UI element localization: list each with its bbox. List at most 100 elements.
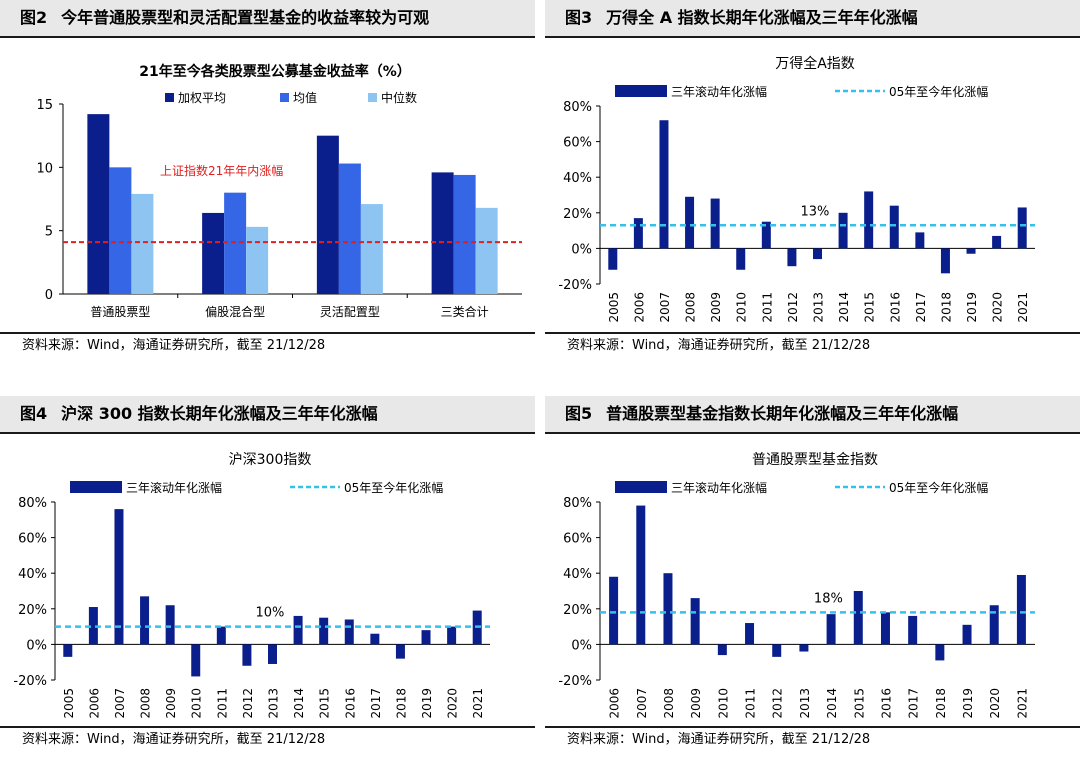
- bar: [772, 644, 782, 657]
- legend-swatch: [615, 481, 667, 493]
- panel-title: 图4 沪深 300 指数长期年化涨幅及三年年化涨幅: [0, 396, 535, 434]
- x-tick-label: 2006: [87, 688, 101, 719]
- bar: [293, 615, 303, 645]
- x-tick-label: 2010: [190, 688, 204, 719]
- bar: [608, 248, 618, 270]
- bar: [880, 612, 890, 645]
- y-tick-label: 80%: [563, 496, 592, 511]
- x-tick-label: 2011: [215, 688, 229, 719]
- bar: [609, 576, 619, 645]
- reference-line-label: 上证指数21年年内涨幅: [160, 163, 283, 178]
- x-tick-label: 2008: [684, 292, 698, 323]
- y-tick-label: 80%: [18, 496, 47, 511]
- chart-title: 普通股票型基金指数: [752, 451, 878, 468]
- x-tick-label: 2017: [907, 688, 921, 719]
- bar: [826, 614, 836, 645]
- bar: [224, 192, 247, 294]
- x-tick-label: 2018: [939, 292, 953, 323]
- bar: [140, 596, 150, 645]
- x-tick-label: 2009: [689, 688, 703, 719]
- y-tick-label: 20%: [563, 207, 592, 222]
- legend-label: 三年滚动年化涨幅: [671, 84, 767, 99]
- bar: [966, 248, 976, 254]
- chart-title: 21年至今各类股票型公募基金收益率（%）: [139, 63, 411, 80]
- x-tick-label: 2007: [635, 688, 649, 719]
- x-tick-label: 2012: [786, 292, 800, 323]
- bar: [940, 248, 950, 274]
- y-tick-label: 40%: [563, 567, 592, 582]
- x-tick-label: 2006: [608, 688, 622, 719]
- bar: [659, 120, 669, 249]
- x-tick-label: 2010: [716, 688, 730, 719]
- x-tick-label: 2019: [961, 688, 975, 719]
- y-tick-label: 60%: [563, 136, 592, 151]
- bar: [216, 626, 226, 645]
- x-tick-label: 2021: [471, 688, 485, 719]
- x-tick-label: 2006: [632, 292, 646, 323]
- bar: [344, 619, 354, 645]
- bar: [962, 624, 972, 645]
- bar: [761, 221, 771, 249]
- chart-fund-returns: 21年至今各类股票型公募基金收益率（%） 加权平均 均值 中位数 0 5 10 15 普通股票型…: [36, 63, 522, 319]
- x-tick-label: 2020: [446, 688, 460, 719]
- legend-swatch: [280, 93, 289, 102]
- x-tick-label: 2008: [139, 688, 153, 719]
- bar: [989, 605, 999, 645]
- figure-number: 图2: [20, 8, 48, 27]
- panel-fig4: 图4 沪深 300 指数长期年化涨幅及三年年化涨幅 沪深300指数 三年滚动年化涨幅…: [0, 396, 535, 766]
- x-tick-label: 2012: [771, 688, 785, 719]
- y-tick-label: 20%: [563, 603, 592, 618]
- x-tick-label: 2020: [991, 292, 1005, 323]
- bar: [421, 630, 431, 645]
- x-tick-label: 2017: [914, 292, 928, 323]
- y-tick-label: -20%: [558, 278, 592, 293]
- bar: [165, 605, 175, 645]
- bar: [633, 218, 643, 249]
- x-tick-label: 三类合计: [441, 304, 489, 319]
- bar: [131, 193, 154, 294]
- figure-title: 今年普通股票型和灵活配置型基金的收益率较为可观: [61, 8, 430, 27]
- source-note: 资料来源：Wind，海通证券研究所，截至 21/12/28: [545, 726, 1080, 754]
- y-tick-label: 20%: [18, 603, 47, 618]
- x-tick-label: 2014: [837, 292, 851, 323]
- bar: [736, 248, 746, 270]
- bar: [453, 174, 476, 294]
- bar: [1016, 574, 1026, 645]
- bar: [992, 235, 1002, 249]
- bar: [87, 114, 110, 294]
- bar: [717, 644, 727, 656]
- source-note: 资料来源：Wind，海通证券研究所，截至 21/12/28: [545, 332, 1080, 360]
- figure-title: 万得全 A 指数长期年化涨幅及三年年化涨幅: [606, 8, 918, 27]
- bar: [745, 623, 755, 645]
- bar: [370, 633, 380, 645]
- x-tick-label: 2021: [1016, 292, 1030, 323]
- source-note: 资料来源：Wind，海通证券研究所，截至 21/12/28: [0, 726, 535, 754]
- bar: [88, 607, 98, 645]
- bar: [636, 505, 646, 645]
- bar: [908, 615, 918, 645]
- legend-label: 均值: [293, 90, 317, 105]
- bar: [338, 163, 361, 294]
- x-tick-label: 2009: [709, 292, 723, 323]
- legend-swatch: [70, 481, 122, 493]
- y-tick-label: 60%: [563, 532, 592, 547]
- bar: [690, 598, 700, 645]
- x-tick-label: 2016: [343, 688, 357, 719]
- panel-title: 图5 普通股票型基金指数长期年化涨幅及三年年化涨幅: [545, 396, 1080, 434]
- x-tick-label: 2016: [888, 292, 902, 323]
- bar: [431, 172, 454, 294]
- bar: [202, 212, 225, 294]
- panel-fig5: 图5 普通股票型基金指数长期年化涨幅及三年年化涨幅 普通股票型基金指数 三年滚动年化…: [545, 396, 1080, 766]
- x-tick-label: 灵活配置型: [320, 305, 380, 319]
- bar: [799, 644, 809, 652]
- bar: [864, 191, 874, 249]
- x-tick-label: 2014: [825, 688, 839, 719]
- x-tick-label: 2015: [852, 688, 866, 719]
- x-tick-label: 2019: [420, 688, 434, 719]
- bar: [316, 135, 339, 294]
- figure-number: 图5: [565, 404, 593, 423]
- x-tick-label: 2018: [934, 688, 948, 719]
- bar: [114, 509, 124, 645]
- bar: [889, 205, 899, 249]
- reference-line-label: 18%: [814, 591, 843, 606]
